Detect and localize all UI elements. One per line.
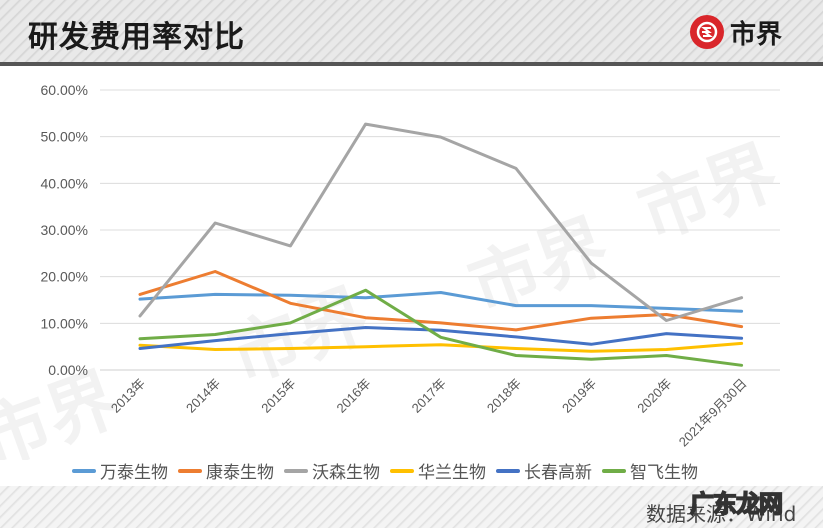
- x-tick-label: 2016年: [333, 376, 373, 416]
- legend-label: 华兰生物: [418, 463, 486, 483]
- watermark-text: 市界: [629, 132, 787, 253]
- y-axis-ticks: 0.00% 10.00% 20.00% 30.00% 40.00% 50.00% 60.00…: [41, 82, 88, 378]
- series-line: [138, 270, 744, 332]
- shijie-logo-icon: [690, 15, 724, 49]
- legend-swatch-icon: [72, 468, 96, 473]
- legend-label: 万泰生物: [100, 463, 168, 483]
- x-tick-label: 2021年9月30日: [676, 376, 750, 450]
- site-watermark: 广东龙网: [689, 489, 784, 519]
- brand-name: 市界: [730, 19, 783, 50]
- series-lines: [138, 122, 744, 367]
- y-tick-label: 0.00%: [48, 362, 88, 378]
- legend-item: 康泰生物: [178, 458, 274, 483]
- legend-item: 华兰生物: [390, 458, 486, 483]
- legend-item: 万泰生物: [72, 458, 168, 483]
- legend-swatch-icon: [602, 468, 626, 473]
- legend-item: 沃森生物: [284, 458, 380, 483]
- legend-swatch-icon: [178, 468, 202, 473]
- data-source: 数据来源：Wind: [646, 502, 797, 526]
- x-tick-label: 2020年: [634, 376, 674, 416]
- legend-item: 长春高新: [496, 458, 592, 483]
- y-tick-label: 40.00%: [41, 175, 88, 191]
- x-axis-ticks: 2013年 2014年 2015年 2016年 2017年 2018年 2019年 2020年…: [108, 376, 750, 450]
- x-tick-label: 2019年: [559, 376, 599, 416]
- y-tick-label: 30.00%: [41, 222, 88, 238]
- series-line: [138, 291, 744, 313]
- series-line: [138, 326, 744, 350]
- legend-label: 智飞生物: [630, 463, 698, 483]
- series-line: [138, 122, 744, 322]
- y-tick-label: 10.00%: [41, 315, 88, 331]
- legend-swatch-icon: [284, 468, 308, 473]
- y-gridlines: [100, 89, 780, 371]
- legend-swatch-icon: [390, 468, 414, 473]
- y-tick-label: 20.00%: [41, 269, 88, 285]
- legend-label: 沃森生物: [312, 463, 380, 483]
- x-tick-label: 2017年: [409, 376, 449, 416]
- series-line: [138, 288, 744, 367]
- legend-label: 长春高新: [524, 463, 592, 483]
- y-tick-label: 50.00%: [41, 129, 88, 145]
- y-tick-label: 60.00%: [41, 82, 88, 98]
- legend-item: 智飞生物: [602, 458, 698, 483]
- header-banner: 研发费用率对比 市界: [0, 0, 823, 66]
- chart-legend: 万泰生物 康泰生物 沃森生物 华兰生物 长春高新 智飞生物: [72, 458, 698, 483]
- legend-label: 康泰生物: [206, 463, 274, 483]
- x-tick-label: 2018年: [484, 376, 524, 416]
- footer-banner: [0, 486, 823, 528]
- series-line: [138, 341, 744, 353]
- x-tick-label: 2014年: [183, 376, 223, 416]
- page-title: 研发费用率对比: [28, 20, 245, 55]
- legend-swatch-icon: [496, 468, 520, 473]
- brand-logo: 市界: [690, 14, 782, 50]
- line-chart: 市界 市界 市界 市界 0.00%10.00%20.00%30.00%40.00…: [0, 82, 787, 460]
